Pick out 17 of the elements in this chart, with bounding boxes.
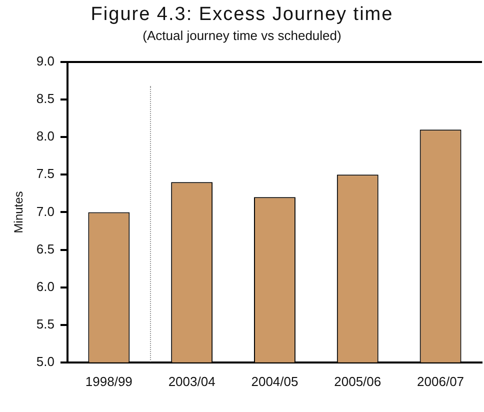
- y-tick-label: 6.0: [36, 278, 54, 294]
- y-tick-label: 7.5: [36, 166, 54, 182]
- y-tick-label: 7.0: [36, 204, 54, 219]
- y-tick-label: 8.0: [36, 128, 54, 144]
- x-tick-label: 2004/05: [251, 374, 298, 389]
- y-tick-label: 8.5: [36, 91, 54, 106]
- y-tick-label: 6.5: [36, 241, 54, 256]
- x-tick-label: 2006/07: [417, 374, 464, 389]
- y-tick-label: 5.5: [36, 316, 54, 332]
- x-tick-label: 1998/99: [85, 374, 132, 389]
- y-axis-title: Minutes: [12, 191, 26, 234]
- chart-subtitle: (Actual journey time vs scheduled): [142, 28, 342, 43]
- x-tick-label: 2005/06: [334, 374, 382, 389]
- y-tick-label: 9.0: [36, 54, 54, 69]
- y-tick-label: 5.0: [36, 354, 54, 369]
- x-tick-label: 2003/04: [168, 374, 216, 389]
- chart-title: Figure 4.3: Excess Journey time: [90, 4, 394, 26]
